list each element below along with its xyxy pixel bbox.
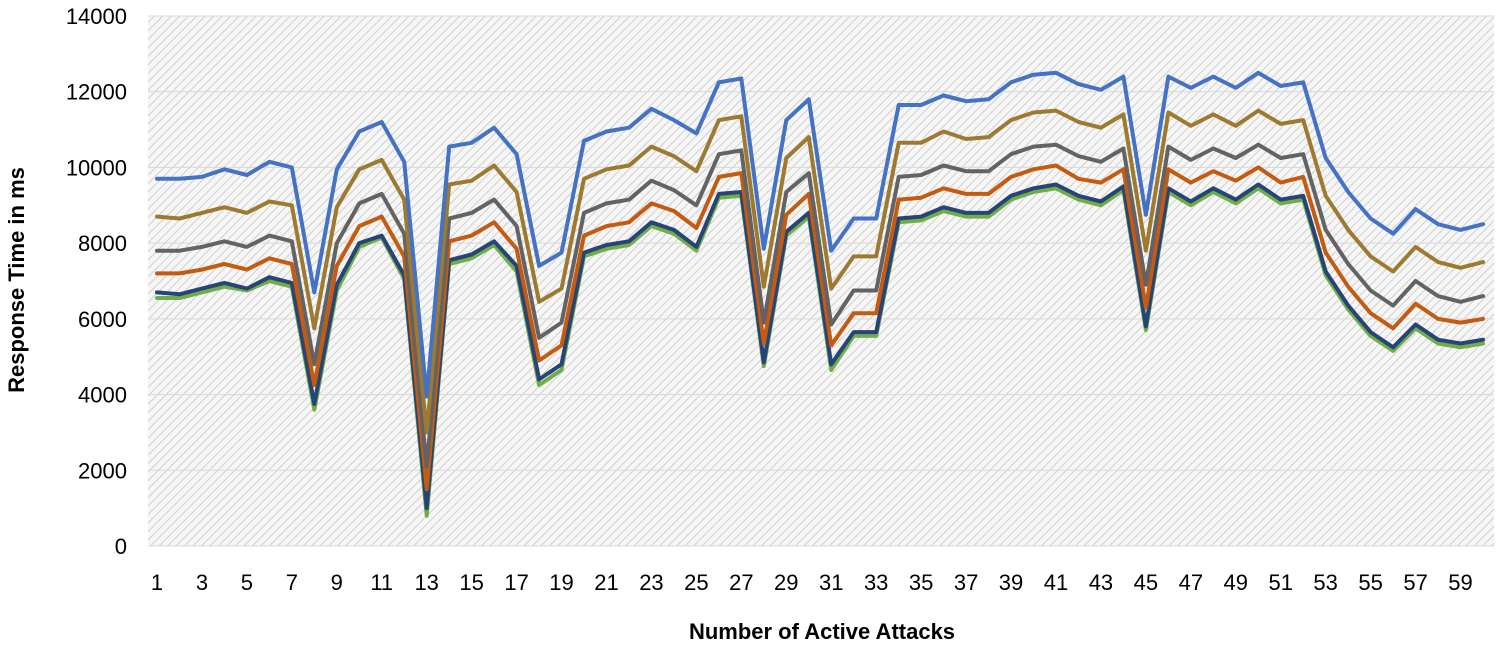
x-tick-label: 15 <box>459 570 483 595</box>
y-tick-label: 10000 <box>66 155 127 180</box>
y-tick-label: 2000 <box>78 458 127 483</box>
x-axis-title: Number of Active Attacks <box>689 619 955 644</box>
x-tick-label: 1 <box>151 570 163 595</box>
x-tick-label: 35 <box>909 570 933 595</box>
x-tick-label: 25 <box>684 570 708 595</box>
x-tick-label: 13 <box>414 570 438 595</box>
x-tick-label: 59 <box>1448 570 1472 595</box>
x-tick-label: 23 <box>639 570 663 595</box>
series-lines <box>155 70 1485 518</box>
y-axis-ticks: 0 2000 4000 6000 8000 10000 12000 14000 <box>66 4 127 559</box>
x-tick-label: 49 <box>1224 570 1248 595</box>
x-tick-label: 43 <box>1089 570 1113 595</box>
x-tick-label: 19 <box>549 570 573 595</box>
x-tick-label: 37 <box>954 570 978 595</box>
series-line-3 <box>155 163 1485 492</box>
x-tick-label: 3 <box>196 570 208 595</box>
series-line-5 <box>155 108 1485 435</box>
x-axis-ticks: 1 3 5 7 9 11 13 15 17 19 21 23 25 27 29 31 33 35 37 39 41 43 4… <box>151 570 1473 595</box>
series-line-2 <box>155 182 1485 511</box>
x-tick-label: 45 <box>1134 570 1158 595</box>
x-tick-label: 47 <box>1179 570 1203 595</box>
y-tick-label: 8000 <box>78 231 127 256</box>
x-tick-label: 9 <box>331 570 343 595</box>
y-tick-label: 12000 <box>66 80 127 105</box>
x-tick-label: 41 <box>1044 570 1068 595</box>
x-tick-label: 31 <box>819 570 843 595</box>
gridlines <box>148 15 1494 547</box>
y-tick-label: 0 <box>115 534 127 559</box>
x-tick-label: 55 <box>1358 570 1382 595</box>
x-tick-label: 27 <box>729 570 753 595</box>
x-tick-label: 7 <box>286 570 298 595</box>
series-line-6 <box>155 70 1485 399</box>
x-tick-label: 11 <box>370 570 393 595</box>
y-tick-label: 14000 <box>66 4 127 29</box>
x-tick-label: 33 <box>864 570 888 595</box>
x-tick-label: 17 <box>504 570 528 595</box>
x-tick-label: 5 <box>241 570 253 595</box>
x-tick-label: 57 <box>1403 570 1427 595</box>
x-tick-label: 39 <box>999 570 1023 595</box>
y-tick-label: 6000 <box>78 307 127 332</box>
x-tick-label: 29 <box>774 570 798 595</box>
y-tick-label: 4000 <box>78 383 127 408</box>
x-tick-label: 53 <box>1313 570 1337 595</box>
x-tick-label: 51 <box>1268 570 1292 595</box>
y-axis-title: Response Time in ms <box>4 167 29 393</box>
x-tick-label: 21 <box>594 570 618 595</box>
series-line-4 <box>155 142 1485 469</box>
